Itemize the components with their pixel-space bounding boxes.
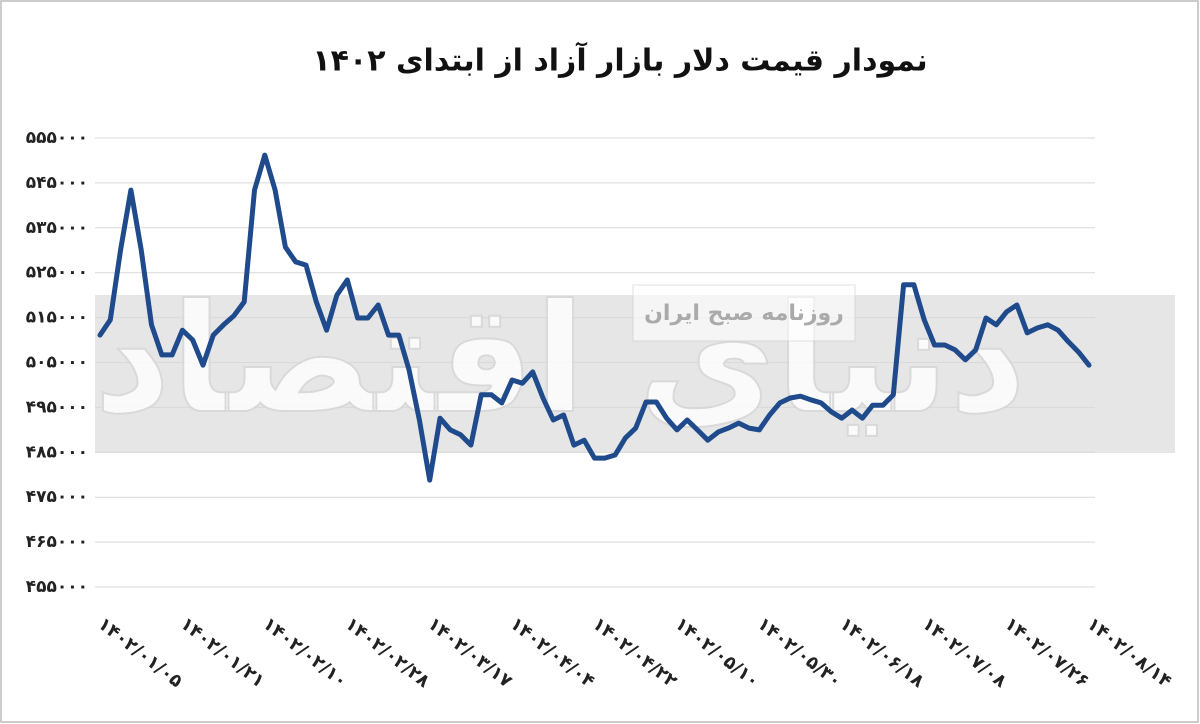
y-tick-label: ۴۶۵۰۰۰ bbox=[26, 532, 88, 552]
y-tick-label: ۴۹۵۰۰۰ bbox=[26, 397, 88, 417]
y-tick-label: ۵۰۵۰۰۰ bbox=[26, 353, 88, 373]
watermark: دنیای اقتصاد bbox=[94, 273, 1027, 447]
y-tick-label: ۴۸۵۰۰۰ bbox=[26, 442, 88, 462]
grid bbox=[95, 137, 1095, 588]
price-line bbox=[97, 152, 1092, 483]
y-tick-label: ۴۵۵۰۰۰ bbox=[26, 577, 88, 597]
annotation: روزنامه صبح ایران bbox=[644, 301, 844, 326]
y-tick-label: ۵۲۵۰۰۰ bbox=[26, 263, 88, 283]
annotation-box bbox=[632, 284, 856, 342]
chart-title: نمودار قیمت دلار بازار آزاد از ابتدای ۱۴… bbox=[312, 42, 927, 79]
y-tick-label: ۵۴۵۰۰۰ bbox=[26, 173, 88, 193]
y-tick-label: ۵۵۵۰۰۰ bbox=[26, 128, 88, 148]
y-tick-label: ۵۱۵۰۰۰ bbox=[26, 308, 88, 328]
y-tick-label: ۵۳۵۰۰۰ bbox=[26, 218, 88, 238]
y-tick-label: ۴۷۵۰۰۰ bbox=[26, 487, 88, 507]
